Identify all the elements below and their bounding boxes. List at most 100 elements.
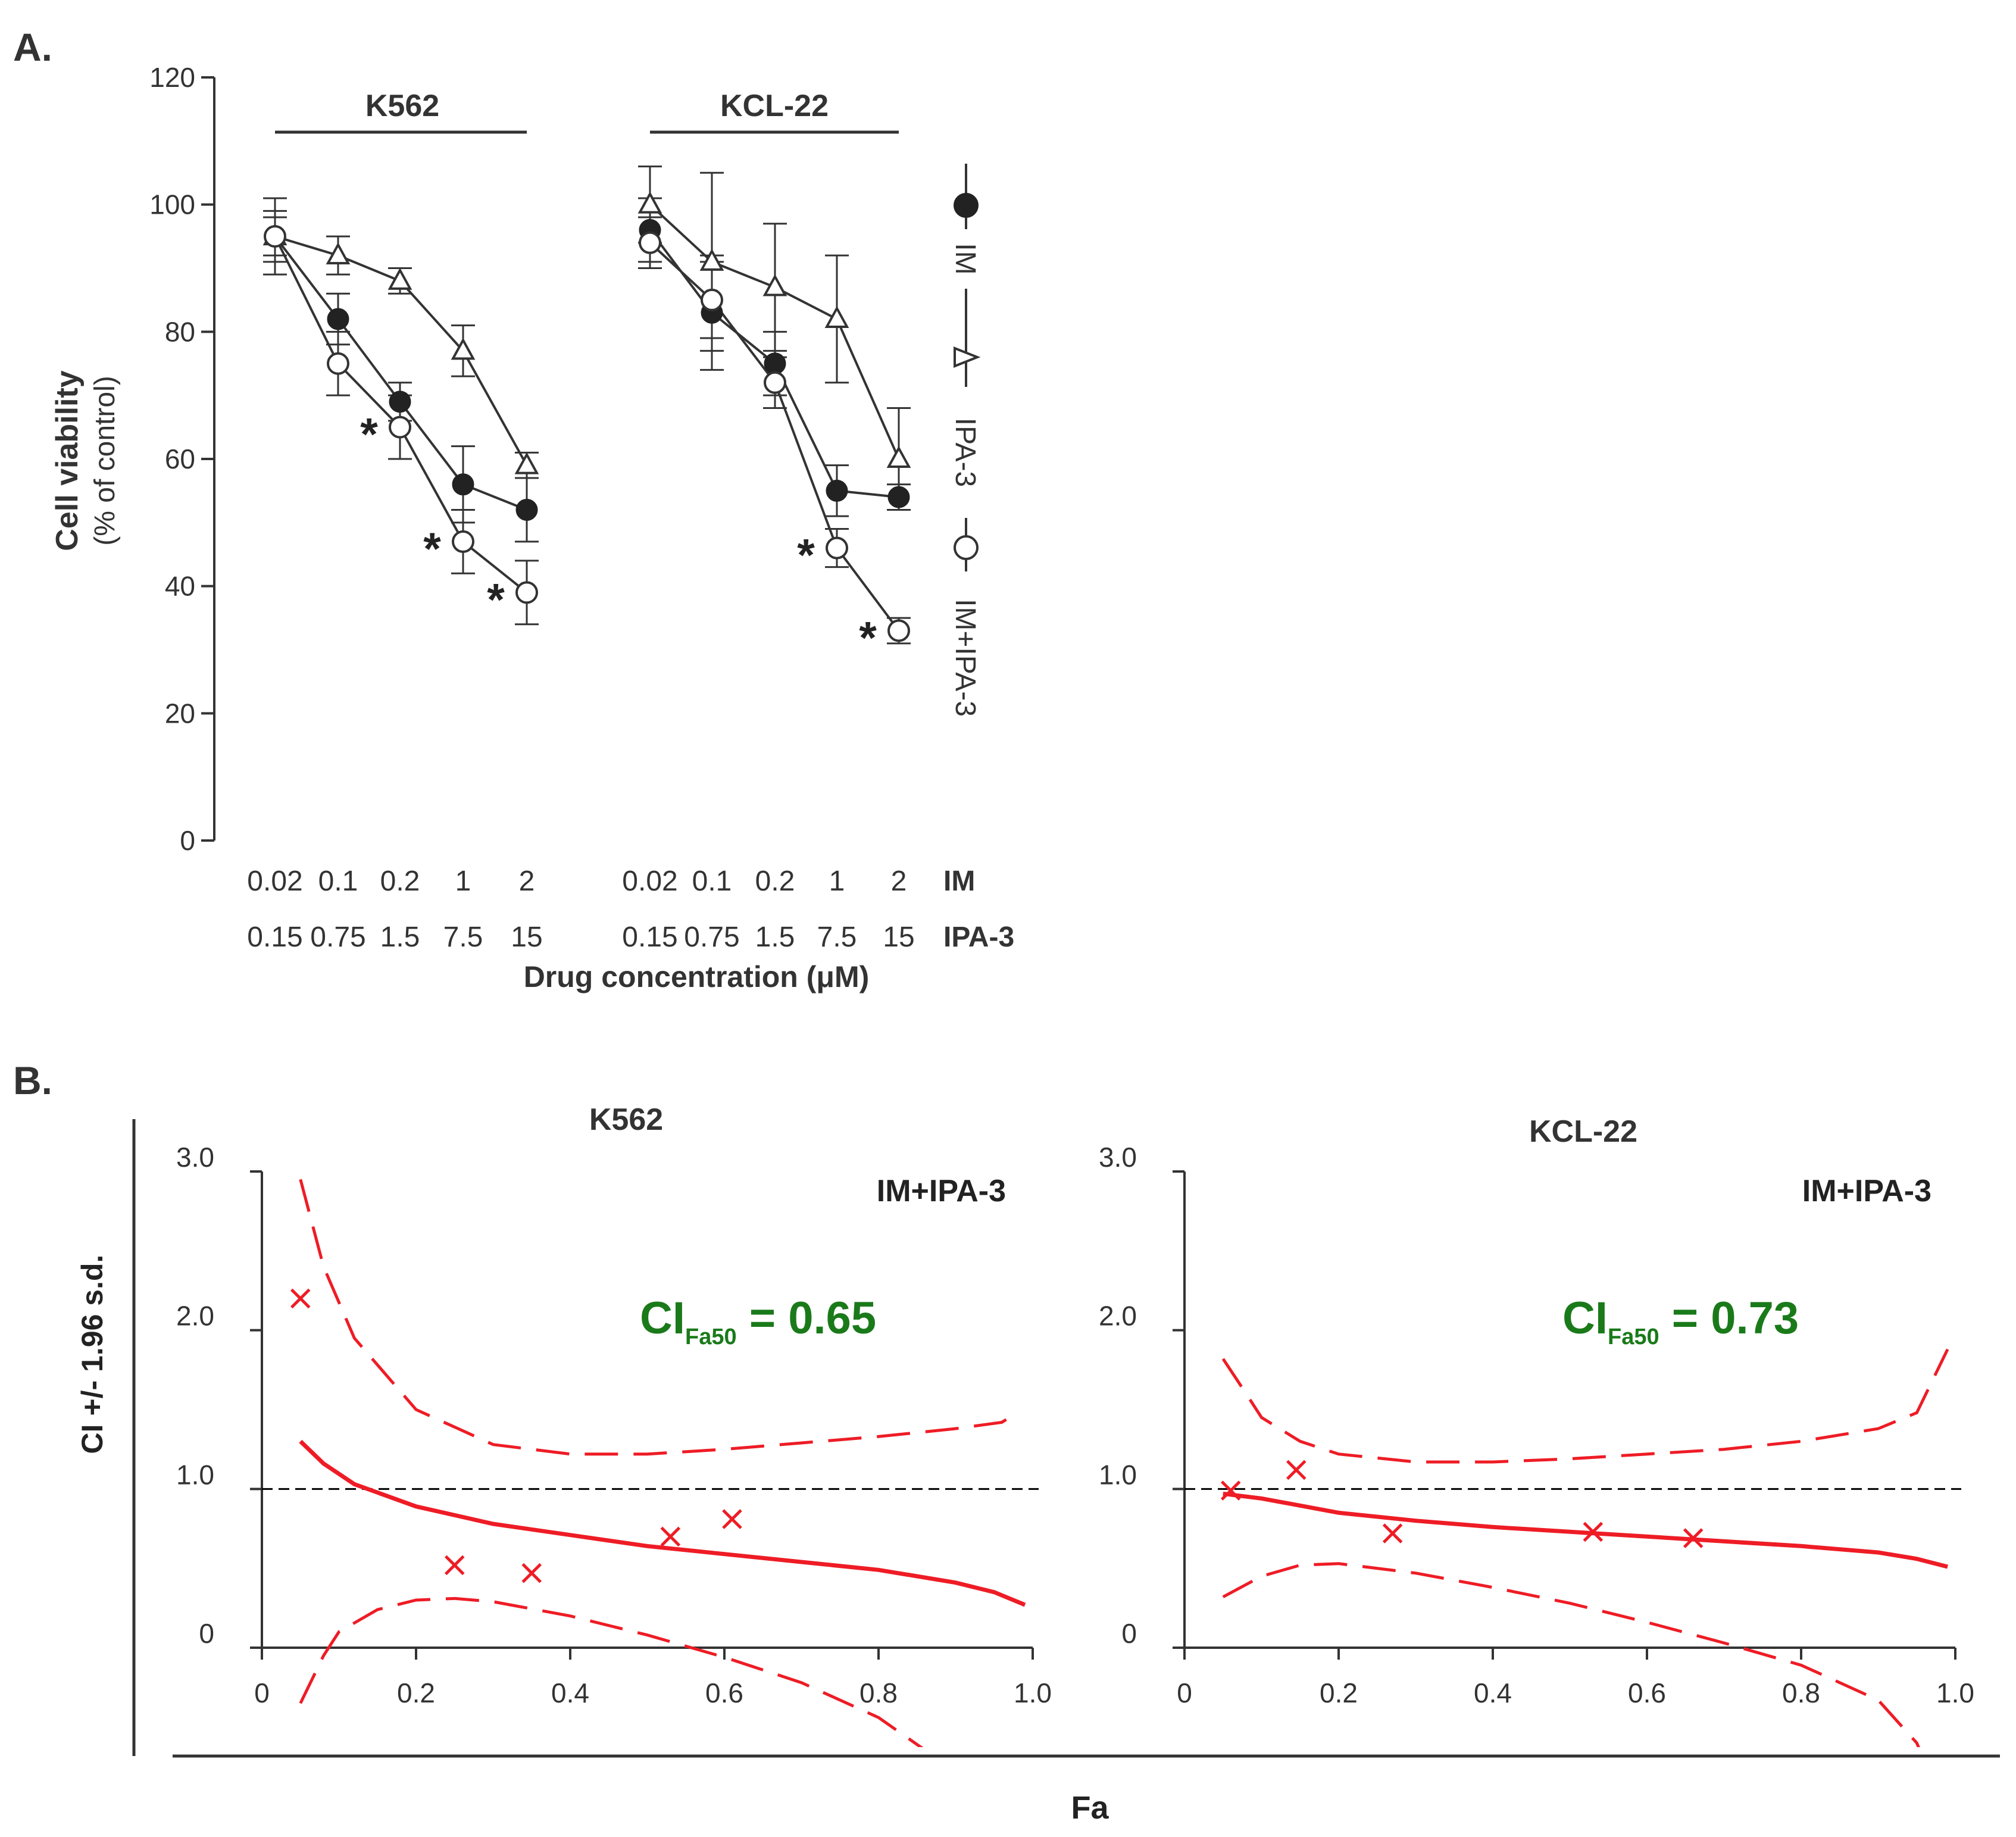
point-k562-im-2	[389, 390, 411, 413]
ci-annotation-kcl22: CIFa50 = 0.73	[1562, 1293, 1799, 1349]
panel-b-label: B.	[13, 1058, 52, 1102]
subplot-title-kcl22: KCL-22	[1529, 1114, 1637, 1149]
point-k562-ipa-3-4	[514, 452, 539, 474]
x-tick-im-kcl22-2: 0.2	[755, 866, 795, 897]
y-tick-label-60: 60	[165, 443, 195, 474]
y-label-main: Cell viability	[50, 370, 85, 551]
point-kcl22-ipa-3-4	[886, 445, 911, 468]
y-label-sub: (% of control)	[89, 376, 121, 545]
y-tick-label-kcl22-1.0: 1.0	[1099, 1459, 1137, 1490]
ci-point-stroke-b	[444, 1555, 465, 1576]
row-label-im: IM	[943, 866, 975, 897]
ci-point-stroke-b	[660, 1526, 681, 1547]
ci-point-stroke-b	[722, 1509, 742, 1529]
x-tick-ipa-kcl22-1: 0.75	[684, 921, 739, 953]
group-title-k562: K562	[365, 89, 439, 123]
ci-point-stroke-b	[1220, 1480, 1241, 1501]
x-tick-label-k562-0.4: 0.4	[551, 1677, 589, 1708]
point-k562-im-4	[515, 498, 538, 521]
y-tick-label-k562-1.0: 1.0	[176, 1459, 214, 1490]
point-kcl22-ipa-3-2	[762, 274, 787, 296]
ci-curve-kcl22	[1223, 1491, 1948, 1569]
legend-marker-combo	[954, 535, 979, 560]
ci-point-stroke-b	[290, 1288, 311, 1309]
x-tick-ipa-k562-1: 0.75	[310, 921, 365, 953]
x-tick-label-k562-1.0: 1.0	[1014, 1677, 1052, 1708]
panel-a-plot-area: * * * * *	[262, 165, 911, 663]
panel-a-label: A.	[13, 25, 52, 69]
upper-bound-kcl22	[1221, 1348, 1949, 1464]
x-tick-label-kcl22-0.8: 0.8	[1782, 1677, 1820, 1708]
x-tick-label-kcl22-1.0: 1.0	[1936, 1677, 1974, 1708]
point-k562-im-ipa-3-0	[264, 225, 286, 248]
y-tick-label-20: 20	[165, 698, 195, 729]
x-tick-im-k562-2: 0.2	[380, 866, 420, 897]
x-tick-im-kcl22-1: 0.1	[692, 866, 732, 897]
panel-a-legend: IM IPA-3 IM+IPA-3	[949, 164, 982, 744]
x-tick-ipa-k562-0: 0.15	[247, 921, 302, 953]
point-k562-im-3	[452, 473, 474, 496]
ci-point-kcl22-3	[1583, 1522, 1604, 1542]
point-k562-im-ipa-3-4	[515, 581, 538, 604]
x-tick-im-k562-1: 0.1	[318, 866, 358, 897]
x-tick-label-kcl22-0: 0	[1177, 1677, 1192, 1708]
point-k562-im-ipa-3-2	[389, 415, 411, 439]
legend-gap-3	[950, 571, 982, 744]
point-k562-im-ipa-3-1	[327, 352, 349, 375]
legend-gap-2	[950, 387, 982, 518]
subplot-combo-k562: IM+IPA-3	[877, 1174, 1006, 1208]
y-tick-label-k562-2.0: 2.0	[176, 1301, 214, 1332]
y-tick-label-k562-3.0: 3.0	[176, 1142, 214, 1173]
point-kcl22-im-4	[887, 486, 910, 508]
panel-b: B. CI +/- 1.96 s.d. Fa K562 IM+IPA-3 CIF…	[13, 1058, 2000, 1826]
point-k562-im-ipa-3-3	[452, 530, 474, 553]
y-tick-label-40: 40	[165, 571, 195, 602]
ci-point-kcl22-1	[1286, 1460, 1307, 1480]
y-tick-label-kcl22-3.0: 3.0	[1099, 1142, 1137, 1173]
ci-point-stroke-b	[1382, 1523, 1403, 1544]
ci-prefix-k562: CI	[640, 1293, 685, 1344]
group-title-kcl22: KCL-22	[720, 89, 829, 123]
ci-suffix-kcl22: = 0.73	[1659, 1293, 1799, 1344]
ci-point-k562-1	[444, 1555, 465, 1576]
panel-a-x-label: Drug concentration (μM)	[524, 960, 870, 994]
panel-a-x-tick-labels: 0.02 0.1 0.2 1 20.15 0.75 1.5 7.5 150.02 0.1 0.2 1 2…	[247, 866, 914, 953]
significance-star-kcl22-4: *	[859, 613, 877, 663]
x-tick-im-k562-4: 2	[519, 866, 535, 897]
x-tick-ipa-kcl22-3: 7.5	[817, 921, 857, 953]
significance-star-k562-2: *	[360, 410, 378, 460]
ci-point-stroke-b	[1583, 1522, 1604, 1542]
y-tick-label-0: 0	[180, 825, 195, 856]
y-tick-label-k562-0: 0	[199, 1618, 214, 1649]
ci-point-stroke-b	[1683, 1528, 1704, 1548]
point-k562-ipa-3-2	[387, 267, 412, 290]
x-tick-im-kcl22-3: 1	[829, 866, 845, 897]
point-kcl22-ipa-3-1	[699, 248, 724, 271]
x-tick-label-kcl22-0.6: 0.6	[1628, 1677, 1666, 1708]
ci-prefix-kcl22: CI	[1562, 1293, 1608, 1344]
y-tick-label-120: 120	[149, 62, 195, 93]
x-tick-ipa-kcl22-4: 15	[883, 921, 914, 953]
y-tick-label-kcl22-0: 0	[1121, 1618, 1137, 1649]
legend-label-ipa3: IPA-3	[949, 418, 981, 487]
ci-subscript-k562: Fa50	[685, 1324, 737, 1349]
point-kcl22-im-ipa-3-4	[887, 619, 910, 642]
ci-annotation-k562: CIFa50 = 0.65	[640, 1293, 876, 1349]
legend-marker-im	[954, 193, 979, 218]
significance-star-kcl22-3: *	[797, 530, 815, 581]
ci-point-k562-4	[722, 1509, 742, 1529]
x-tick-label-k562-0: 0	[254, 1677, 270, 1708]
row-label-ipa3: IPA-3	[943, 921, 1014, 953]
legend-marker-ipa3	[954, 346, 981, 368]
ci-point-stroke-b	[1286, 1460, 1307, 1480]
x-tick-label-k562-0.6: 0.6	[705, 1677, 743, 1708]
x-tick-label-k562-0.8: 0.8	[859, 1677, 898, 1708]
x-tick-im-kcl22-0: 0.02	[622, 866, 677, 897]
x-tick-ipa-k562-2: 1.5	[380, 921, 420, 953]
point-kcl22-im-ipa-3-2	[764, 371, 786, 394]
ci-point-stroke-b	[521, 1563, 542, 1583]
panel-b-x-label: Fa	[1071, 1790, 1109, 1826]
x-tick-ipa-k562-4: 15	[511, 921, 542, 953]
point-kcl22-im-ipa-3-3	[826, 536, 848, 560]
